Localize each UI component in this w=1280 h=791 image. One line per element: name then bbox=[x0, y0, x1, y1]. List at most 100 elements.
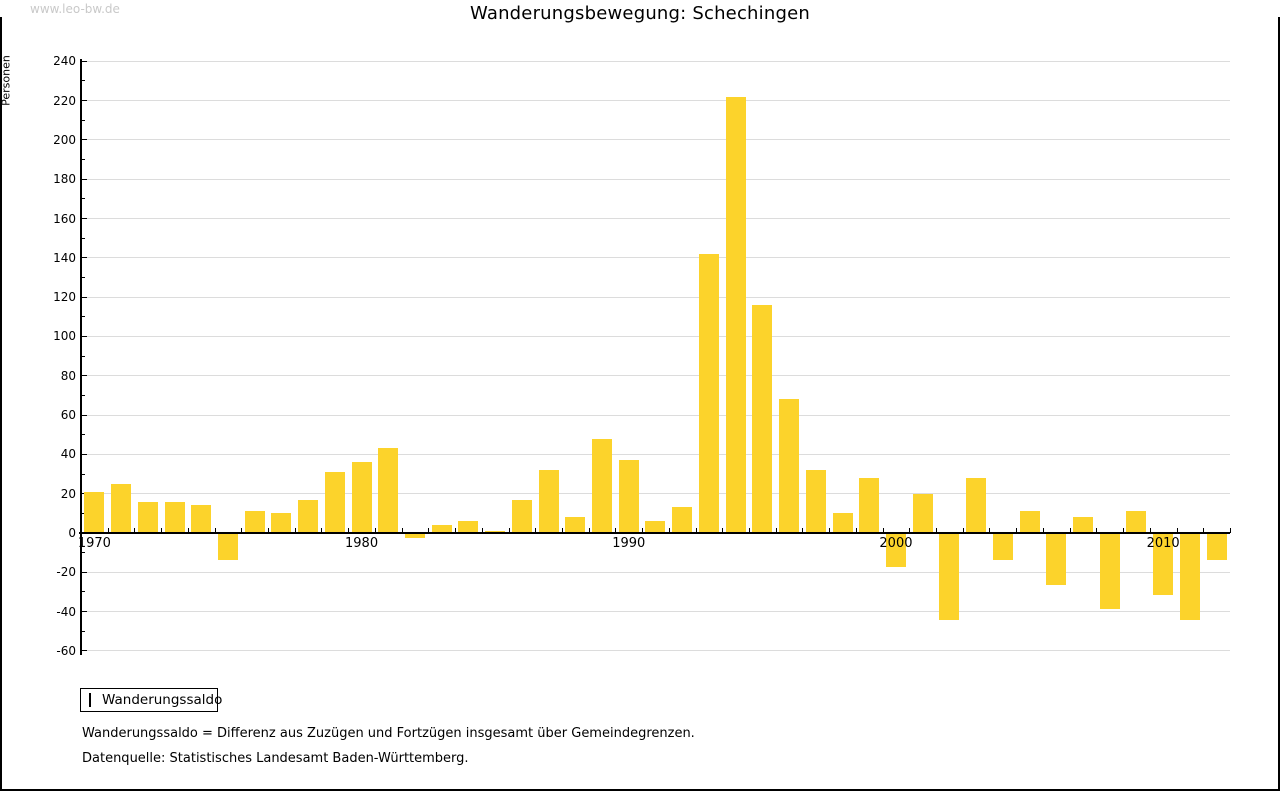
y-minor-tick bbox=[81, 552, 85, 554]
y-major-tick-60 bbox=[81, 414, 87, 416]
gridline-80 bbox=[81, 375, 1230, 377]
y-tick-label-200: 200 bbox=[53, 132, 76, 147]
x-boundary-tick bbox=[508, 528, 510, 533]
x-boundary-tick bbox=[428, 528, 430, 533]
bar-1977 bbox=[271, 513, 292, 533]
y-major-tick--60 bbox=[81, 650, 87, 652]
y-minor-tick bbox=[81, 434, 85, 436]
x-tick-label-1970: 1970 bbox=[77, 536, 111, 551]
y-major-tick-120 bbox=[81, 296, 87, 298]
legend-swatch-icon bbox=[89, 693, 91, 707]
y-tick-label-240: 240 bbox=[53, 54, 76, 69]
x-boundary-tick bbox=[1203, 528, 1205, 533]
bar-1997 bbox=[805, 470, 826, 533]
x-boundary-tick bbox=[401, 528, 403, 533]
x-axis-zero-line bbox=[79, 532, 1230, 534]
y-tick-label-0: 0 bbox=[68, 526, 76, 540]
x-boundary-tick bbox=[348, 528, 350, 533]
gridline-20 bbox=[81, 493, 1230, 495]
y-minor-tick bbox=[81, 237, 85, 239]
footnote-definition: Wanderungssaldo = Differenz aus Zuzügen … bbox=[82, 726, 695, 741]
bar-2003 bbox=[966, 478, 987, 533]
bar-2006 bbox=[1046, 534, 1067, 585]
y-tick-label-220: 220 bbox=[53, 93, 76, 108]
y-tick-label-60: 60 bbox=[60, 408, 76, 423]
x-boundary-tick bbox=[214, 528, 216, 533]
x-boundary-tick bbox=[455, 528, 457, 533]
x-tick-label-2000: 2000 bbox=[879, 536, 913, 551]
watermark-text: www.leo-bw.de bbox=[30, 2, 120, 16]
bar-1973 bbox=[164, 502, 185, 533]
bar-2002 bbox=[939, 534, 960, 620]
bar-2004 bbox=[992, 534, 1013, 560]
y-minor-tick bbox=[81, 119, 85, 121]
bar-1987 bbox=[538, 470, 559, 533]
bar-2011 bbox=[1179, 534, 1200, 620]
x-boundary-tick bbox=[909, 528, 911, 533]
y-major-tick--40 bbox=[81, 611, 87, 613]
x-boundary-tick bbox=[268, 528, 270, 533]
bar-2008 bbox=[1099, 534, 1120, 609]
x-boundary-tick bbox=[1229, 528, 1231, 533]
gridline--20 bbox=[81, 571, 1230, 573]
x-tick-label-1980: 1980 bbox=[345, 536, 379, 551]
x-boundary-tick bbox=[829, 528, 831, 533]
x-boundary-tick bbox=[668, 528, 670, 533]
bar-1999 bbox=[859, 478, 880, 533]
gridline-160 bbox=[81, 218, 1230, 220]
y-major-tick--20 bbox=[81, 571, 87, 573]
x-boundary-tick bbox=[374, 528, 376, 533]
bar-1990 bbox=[618, 460, 639, 533]
legend: Wanderungssaldo bbox=[80, 688, 222, 712]
x-boundary-tick bbox=[989, 528, 991, 533]
y-minor-tick bbox=[81, 159, 85, 161]
bar-1998 bbox=[832, 513, 853, 533]
x-boundary-tick bbox=[936, 528, 938, 533]
legend-label: Wanderungssaldo bbox=[102, 692, 223, 708]
bar-1971 bbox=[111, 484, 132, 533]
y-minor-tick bbox=[81, 512, 85, 514]
x-tick-label-2010: 2010 bbox=[1146, 536, 1180, 551]
y-tick-label--60: -60 bbox=[56, 643, 76, 658]
x-boundary-tick bbox=[294, 528, 296, 533]
bar-1982 bbox=[405, 534, 425, 538]
x-boundary-tick bbox=[1096, 528, 1098, 533]
x-boundary-tick bbox=[81, 528, 82, 533]
y-tick-label--40: -40 bbox=[56, 604, 76, 619]
x-boundary-tick bbox=[962, 528, 964, 533]
bar-1986 bbox=[511, 500, 532, 533]
bar-1996 bbox=[779, 399, 800, 533]
x-boundary-tick bbox=[1069, 528, 1071, 533]
gridline-40 bbox=[81, 453, 1230, 455]
y-major-tick-20 bbox=[81, 493, 87, 495]
y-tick-label-160: 160 bbox=[53, 211, 76, 226]
gridline-220 bbox=[81, 100, 1230, 102]
y-major-tick-40 bbox=[81, 453, 87, 455]
y-tick-label-100: 100 bbox=[53, 329, 76, 344]
gridline-200 bbox=[81, 139, 1230, 141]
bar-2009 bbox=[1126, 511, 1147, 533]
x-boundary-tick bbox=[1149, 528, 1151, 533]
x-boundary-tick bbox=[535, 528, 537, 533]
bar-1989 bbox=[592, 439, 613, 533]
y-minor-tick bbox=[81, 630, 85, 632]
bar-1970 bbox=[84, 492, 105, 533]
y-major-tick-160 bbox=[81, 218, 87, 220]
x-boundary-tick bbox=[1176, 528, 1178, 533]
x-boundary-tick bbox=[855, 528, 857, 533]
bar-2007 bbox=[1073, 517, 1093, 533]
gridline-140 bbox=[81, 257, 1230, 259]
x-boundary-tick bbox=[882, 528, 884, 533]
bar-1995 bbox=[752, 305, 773, 533]
y-minor-tick bbox=[81, 355, 85, 357]
bar-1994 bbox=[725, 97, 746, 533]
bar-1978 bbox=[298, 500, 319, 533]
y-tick-label-140: 140 bbox=[53, 250, 76, 265]
x-boundary-tick bbox=[1123, 528, 1125, 533]
x-boundary-tick bbox=[134, 528, 136, 533]
footnote-source: Datenquelle: Statistisches Landesamt Bad… bbox=[82, 751, 469, 766]
chart-title: Wanderungsbewegung: Schechingen bbox=[470, 3, 810, 24]
x-boundary-tick bbox=[588, 528, 590, 533]
